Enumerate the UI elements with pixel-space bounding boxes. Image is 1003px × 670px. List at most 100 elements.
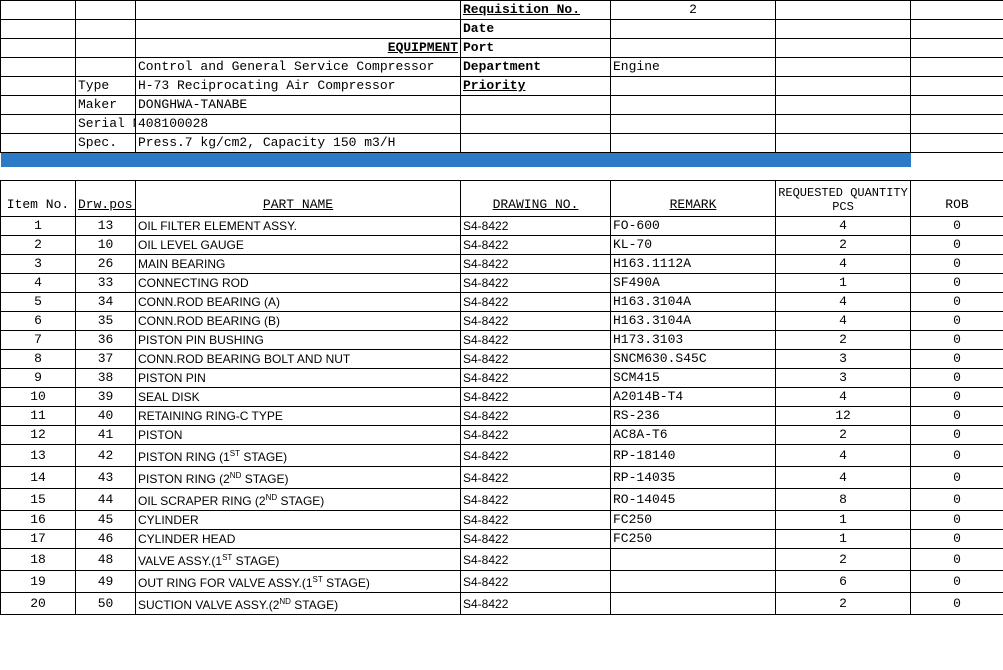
cell-drw-pos[interactable]: 45 xyxy=(76,511,136,530)
req-no-value[interactable]: 2 xyxy=(611,1,776,20)
cell-qty[interactable]: 1 xyxy=(776,274,911,293)
cell-drawing-no[interactable]: S4-8422 xyxy=(461,571,611,593)
table-row[interactable]: 1342PISTON RING (1ST STAGE)S4-8422RP-181… xyxy=(1,445,1003,467)
cell-qty[interactable]: 4 xyxy=(776,312,911,331)
cell-item-no[interactable]: 19 xyxy=(1,571,76,593)
cell-rob[interactable]: 0 xyxy=(911,467,1003,489)
cell-drw-pos[interactable]: 50 xyxy=(76,593,136,615)
cell-drw-pos[interactable]: 43 xyxy=(76,467,136,489)
cell-qty[interactable]: 8 xyxy=(776,489,911,511)
cell-drw-pos[interactable]: 40 xyxy=(76,407,136,426)
cell-part-name[interactable]: SEAL DISK xyxy=(136,388,461,407)
cell-drw-pos[interactable]: 46 xyxy=(76,530,136,549)
cell-part-name[interactable]: OUT RING FOR VALVE ASSY.(1ST STAGE) xyxy=(136,571,461,593)
table-row[interactable]: 1848VALVE ASSY.(1ST STAGE)S4-842220 xyxy=(1,549,1003,571)
cell-drawing-no[interactable]: S4-8422 xyxy=(461,388,611,407)
cell-item-no[interactable]: 4 xyxy=(1,274,76,293)
table-row[interactable]: 326MAIN BEARINGS4-8422H163.1112A40 xyxy=(1,255,1003,274)
table-row[interactable]: 113OIL FILTER ELEMENT ASSY.S4-8422FO-600… xyxy=(1,217,1003,236)
cell-drw-pos[interactable]: 44 xyxy=(76,489,136,511)
cell-part-name[interactable]: PISTON PIN xyxy=(136,369,461,388)
cell-qty[interactable]: 4 xyxy=(776,445,911,467)
cell-drawing-no[interactable]: S4-8422 xyxy=(461,217,611,236)
cell-drawing-no[interactable]: S4-8422 xyxy=(461,369,611,388)
cell-drawing-no[interactable]: S4-8422 xyxy=(461,489,611,511)
table-row[interactable]: 210OIL LEVEL GAUGES4-8422KL-7020 xyxy=(1,236,1003,255)
cell-remark[interactable]: RO-14045 xyxy=(611,489,776,511)
cell-item-no[interactable]: 5 xyxy=(1,293,76,312)
date-value[interactable] xyxy=(611,20,776,39)
cell-item-no[interactable]: 9 xyxy=(1,369,76,388)
cell-item-no[interactable]: 15 xyxy=(1,489,76,511)
cell-part-name[interactable]: OIL LEVEL GAUGE xyxy=(136,236,461,255)
cell-part-name[interactable]: CYLINDER HEAD xyxy=(136,530,461,549)
cell-qty[interactable]: 3 xyxy=(776,369,911,388)
cell-item-no[interactable]: 8 xyxy=(1,350,76,369)
cell-item-no[interactable]: 18 xyxy=(1,549,76,571)
cell-drawing-no[interactable]: S4-8422 xyxy=(461,293,611,312)
serial-value[interactable]: 408100028 xyxy=(136,115,461,134)
cell-remark[interactable]: SNCM630.S45C xyxy=(611,350,776,369)
cell-remark[interactable]: H163.1112A xyxy=(611,255,776,274)
type-value[interactable]: H-73 Reciprocating Air Compressor xyxy=(136,77,461,96)
cell-remark[interactable] xyxy=(611,549,776,571)
table-row[interactable]: 2050SUCTION VALVE ASSY.(2ND STAGE)S4-842… xyxy=(1,593,1003,615)
cell-part-name[interactable]: CONN.ROD BEARING (B) xyxy=(136,312,461,331)
cell-remark[interactable]: RP-18140 xyxy=(611,445,776,467)
cell-rob[interactable]: 0 xyxy=(911,445,1003,467)
cell-part-name[interactable]: MAIN BEARING xyxy=(136,255,461,274)
cell-drawing-no[interactable]: S4-8422 xyxy=(461,593,611,615)
cell-drawing-no[interactable]: S4-8422 xyxy=(461,312,611,331)
table-row[interactable]: 938PISTON PINS4-8422SCM41530 xyxy=(1,369,1003,388)
cell-rob[interactable]: 0 xyxy=(911,426,1003,445)
cell-qty[interactable]: 4 xyxy=(776,467,911,489)
cell-item-no[interactable]: 16 xyxy=(1,511,76,530)
cell-drawing-no[interactable]: S4-8422 xyxy=(461,445,611,467)
cell-remark[interactable]: H163.3104A xyxy=(611,312,776,331)
cell-drw-pos[interactable]: 37 xyxy=(76,350,136,369)
cell-item-no[interactable]: 2 xyxy=(1,236,76,255)
table-row[interactable]: 433CONNECTING RODS4-8422SF490A10 xyxy=(1,274,1003,293)
cell-remark[interactable]: FO-600 xyxy=(611,217,776,236)
cell-item-no[interactable]: 6 xyxy=(1,312,76,331)
maker-value[interactable]: DONGHWA-TANABE xyxy=(136,96,461,115)
cell-rob[interactable]: 0 xyxy=(911,293,1003,312)
cell-rob[interactable]: 0 xyxy=(911,593,1003,615)
cell-qty[interactable]: 3 xyxy=(776,350,911,369)
cell-drw-pos[interactable]: 34 xyxy=(76,293,136,312)
table-row[interactable]: 1645CYLINDERS4-8422FC25010 xyxy=(1,511,1003,530)
cell-drw-pos[interactable]: 33 xyxy=(76,274,136,293)
cell-drawing-no[interactable]: S4-8422 xyxy=(461,236,611,255)
cell-rob[interactable]: 0 xyxy=(911,511,1003,530)
department-value[interactable]: Engine xyxy=(611,58,776,77)
table-row[interactable]: 635CONN.ROD BEARING (B)S4-8422H163.3104A… xyxy=(1,312,1003,331)
cell-remark[interactable]: SCM415 xyxy=(611,369,776,388)
cell-rob[interactable]: 0 xyxy=(911,274,1003,293)
table-row[interactable]: 837CONN.ROD BEARING BOLT AND NUTS4-8422S… xyxy=(1,350,1003,369)
cell-rob[interactable]: 0 xyxy=(911,530,1003,549)
cell-drawing-no[interactable]: S4-8422 xyxy=(461,331,611,350)
cell-drw-pos[interactable]: 35 xyxy=(76,312,136,331)
cell-drw-pos[interactable]: 38 xyxy=(76,369,136,388)
cell-drw-pos[interactable]: 48 xyxy=(76,549,136,571)
cell-qty[interactable]: 4 xyxy=(776,255,911,274)
cell-item-no[interactable]: 11 xyxy=(1,407,76,426)
cell-qty[interactable]: 2 xyxy=(776,593,911,615)
cell-item-no[interactable]: 12 xyxy=(1,426,76,445)
cell-qty[interactable]: 12 xyxy=(776,407,911,426)
cell-qty[interactable]: 4 xyxy=(776,217,911,236)
cell-rob[interactable]: 0 xyxy=(911,217,1003,236)
cell-part-name[interactable]: VALVE ASSY.(1ST STAGE) xyxy=(136,549,461,571)
cell-drw-pos[interactable]: 39 xyxy=(76,388,136,407)
cell-drawing-no[interactable]: S4-8422 xyxy=(461,549,611,571)
cell-remark[interactable]: FC250 xyxy=(611,511,776,530)
cell-part-name[interactable]: PISTON xyxy=(136,426,461,445)
cell-part-name[interactable]: PISTON PIN BUSHING xyxy=(136,331,461,350)
cell-rob[interactable]: 0 xyxy=(911,236,1003,255)
cell-item-no[interactable]: 13 xyxy=(1,445,76,467)
port-value[interactable] xyxy=(611,39,776,58)
cell-qty[interactable]: 4 xyxy=(776,388,911,407)
cell-remark[interactable]: FC250 xyxy=(611,530,776,549)
cell-rob[interactable]: 0 xyxy=(911,571,1003,593)
cell-drw-pos[interactable]: 42 xyxy=(76,445,136,467)
